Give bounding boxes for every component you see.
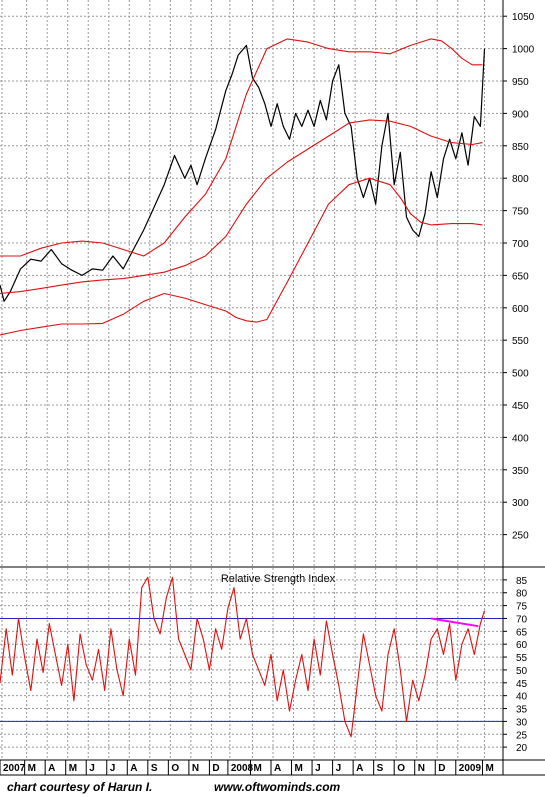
y-tick-label: 65 (516, 627, 528, 638)
x-tick-label: 2007 (3, 763, 26, 774)
y-tick-label: 550 (512, 336, 529, 347)
y-tick-label: 450 (512, 401, 529, 412)
y-tick-label: 650 (512, 271, 529, 282)
x-tick-label: M (69, 763, 77, 774)
x-tick-label: S (151, 763, 158, 774)
x-tick-label: 2009 (459, 763, 482, 774)
y-tick-label: 900 (512, 109, 529, 120)
x-tick-label: J (315, 763, 321, 774)
y-tick-label: 55 (516, 653, 528, 664)
x-tick-label: A (274, 763, 281, 774)
x-tick-label: M (28, 763, 36, 774)
x-tick-label: N (418, 763, 425, 774)
y-tick-label: 35 (516, 705, 528, 716)
y-tick-label: 1050 (512, 12, 535, 23)
y-tick-label: 60 (516, 640, 528, 651)
y-tick-label: 40 (516, 692, 528, 703)
x-tick-label: J (336, 763, 342, 774)
series-price (0, 44, 486, 302)
x-tick-label: A (48, 763, 55, 774)
y-tick-label: 250 (512, 531, 529, 542)
y-tick-label: 75 (516, 602, 528, 613)
x-tick-label: J (89, 763, 95, 774)
y-tick-label: 300 (512, 498, 529, 509)
y-tick-label: 950 (512, 77, 529, 88)
series-rsi (0, 576, 486, 738)
x-tick-label: A (130, 763, 137, 774)
x-tick-label: D (438, 763, 445, 774)
y-tick-label: 350 (512, 466, 529, 477)
x-tick-label: J (110, 763, 116, 774)
chart-credit: chart courtesy of Harun I. (7, 780, 153, 794)
x-tick-label: O (397, 763, 405, 774)
series-upper-band (0, 38, 483, 257)
rsi-panel-title: Relative Strength Index (221, 573, 336, 585)
x-tick-label: O (171, 763, 179, 774)
x-tick-label: A (356, 763, 363, 774)
y-tick-label: 20 (516, 743, 528, 754)
series-middle-band (0, 119, 483, 295)
rsi-trendline (430, 617, 479, 628)
y-tick-label: 85 (516, 576, 528, 587)
x-tick-label: M (295, 763, 303, 774)
y-tick-label: 600 (512, 304, 529, 315)
x-tick-label: M (253, 763, 261, 774)
y-tick-label: 400 (512, 433, 529, 444)
series-lower-band (0, 177, 483, 336)
x-tick-label: M (485, 763, 493, 774)
y-tick-label: 50 (516, 666, 528, 677)
y-tick-label: 700 (512, 239, 529, 250)
y-tick-label: 70 (516, 614, 528, 625)
source-url: www.oftwominds.com (214, 780, 341, 794)
x-tick-label: N (192, 763, 199, 774)
y-tick-label: 500 (512, 369, 529, 380)
y-tick-label: 45 (516, 679, 528, 690)
y-tick-label: 850 (512, 142, 529, 153)
price-panel: 250 300 350 400 450 500 550 600 650 700 750 800 850 9… (0, 12, 535, 542)
y-tick-label: 80 (516, 589, 528, 600)
y-tick-label: 750 (512, 207, 529, 218)
y-tick-label: 25 (516, 730, 528, 741)
y-tick-label: 1000 (512, 45, 535, 56)
x-tick-label: 2008 (231, 763, 254, 774)
x-tick-label: D (212, 763, 219, 774)
y-tick-label: 30 (516, 717, 528, 728)
x-tick-label: S (377, 763, 384, 774)
y-tick-label: 800 (512, 174, 529, 185)
